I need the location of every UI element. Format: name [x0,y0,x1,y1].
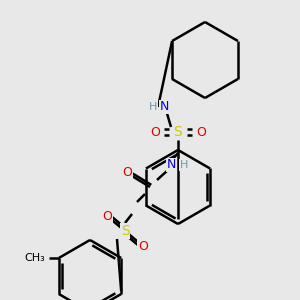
Text: O: O [138,239,148,253]
Text: N: N [159,100,169,113]
Text: N: N [166,158,176,172]
Text: O: O [196,125,206,139]
Text: S: S [174,125,182,139]
Text: H: H [149,102,157,112]
Text: S: S [121,224,129,238]
Text: O: O [150,125,160,139]
Text: O: O [122,167,132,179]
Text: O: O [102,209,112,223]
Text: CH₃: CH₃ [24,253,45,263]
Text: H: H [180,160,188,170]
